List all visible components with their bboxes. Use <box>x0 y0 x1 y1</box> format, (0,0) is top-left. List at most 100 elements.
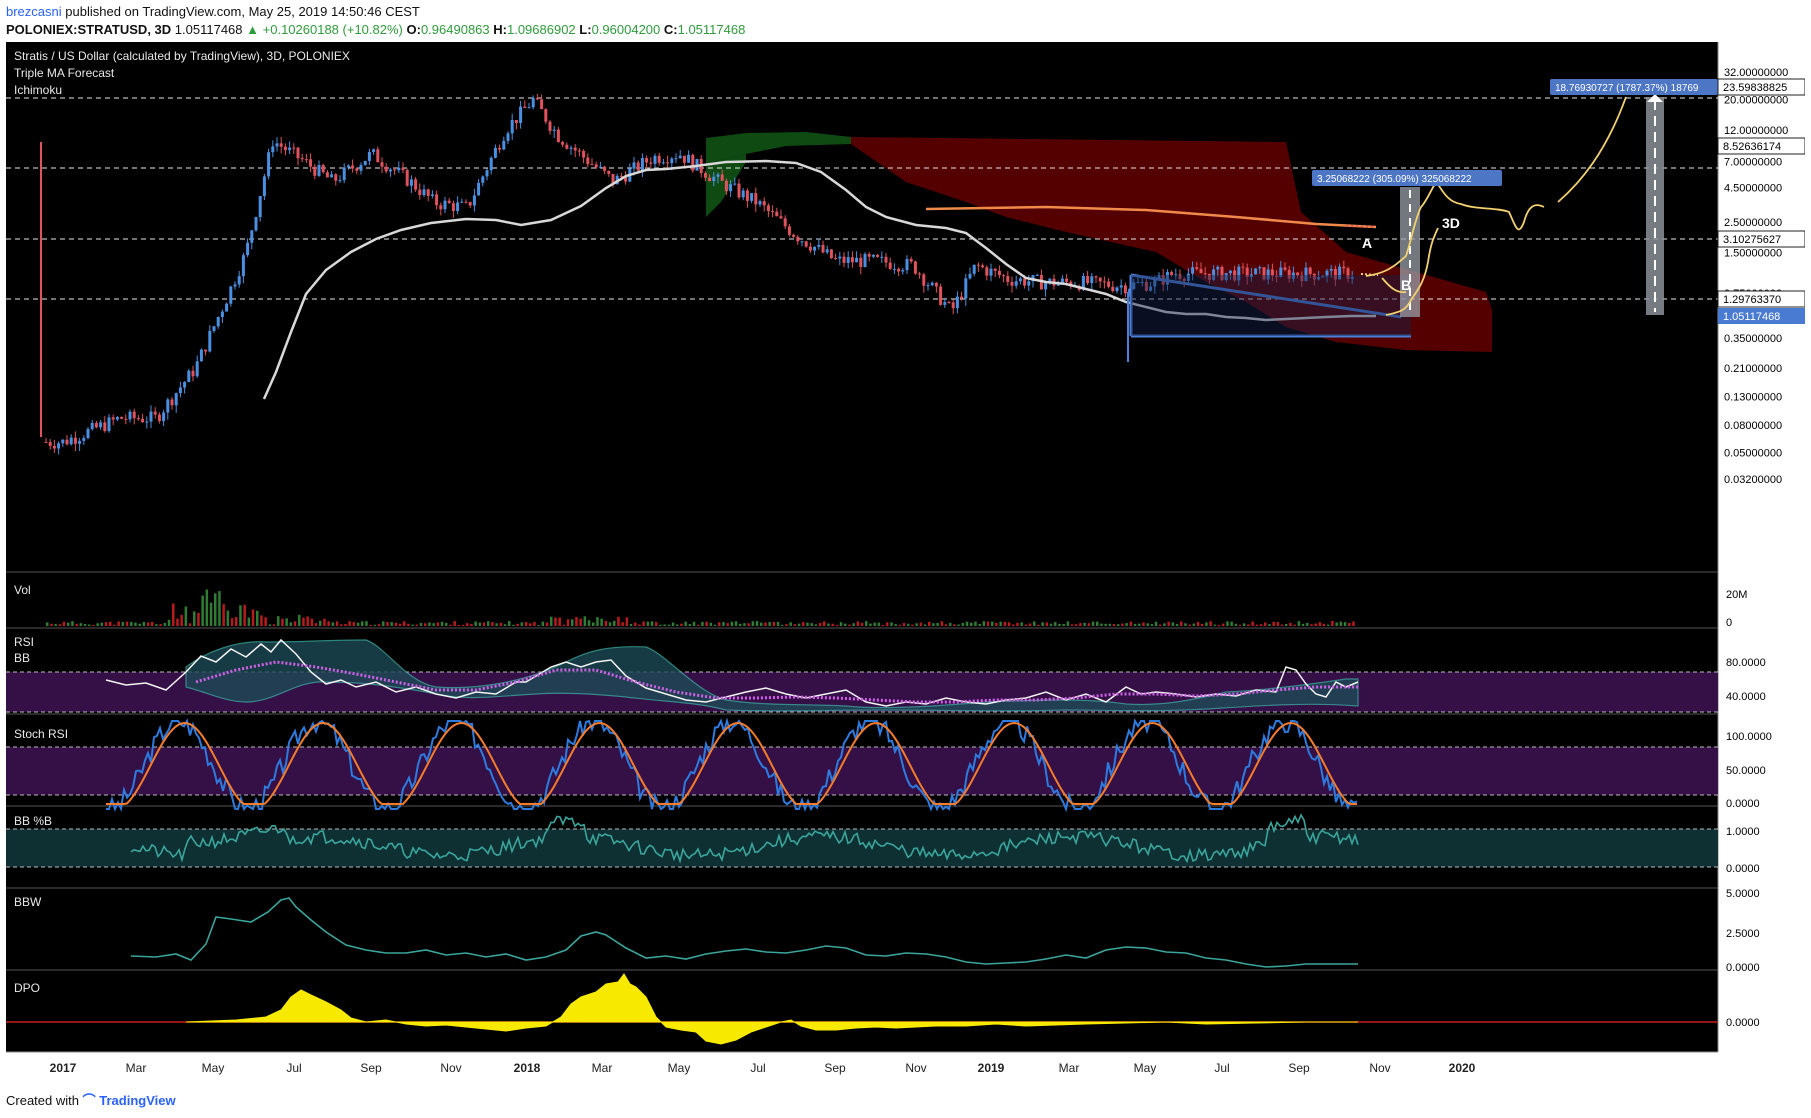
candle-body <box>1014 281 1018 286</box>
volume-bar <box>1322 623 1326 626</box>
volume-bar <box>1213 624 1217 626</box>
volume-bar <box>298 614 301 626</box>
measure-tooltip-small[interactable] <box>1312 170 1502 186</box>
volume-bar <box>50 623 53 626</box>
volume-bar <box>58 624 62 626</box>
volume-bar <box>768 622 771 626</box>
volume-bar <box>335 621 339 626</box>
volume-bar <box>541 621 545 626</box>
volume-bar <box>520 622 524 626</box>
price-tick-label: 0.03200000 <box>1724 474 1782 486</box>
candle-body <box>166 399 170 413</box>
volume-bar <box>684 621 687 626</box>
volume-bar <box>125 621 129 626</box>
candle-body <box>926 285 930 287</box>
volume-bar <box>1289 622 1292 626</box>
volume-bar <box>407 623 410 626</box>
volume-bar <box>365 621 368 626</box>
candle-body <box>149 411 153 422</box>
price-axis[interactable] <box>1718 42 1805 1052</box>
candle-body <box>187 370 191 383</box>
volume-bar <box>1226 621 1229 626</box>
candle-body <box>1224 273 1228 281</box>
volume-bar <box>411 624 414 626</box>
candle-body <box>367 151 371 161</box>
volume-bar <box>1142 622 1145 626</box>
publisher-name[interactable]: brezcasni <box>6 4 62 19</box>
candle-body <box>531 97 535 108</box>
candle-body <box>141 418 145 423</box>
price-tick-label: 12.00000000 <box>1724 125 1788 137</box>
volume-bar <box>390 622 393 626</box>
candle-body <box>1195 267 1199 269</box>
candle-body <box>380 162 384 167</box>
candle-body <box>489 157 493 171</box>
candle-body <box>199 349 203 362</box>
candle-body <box>296 147 300 159</box>
chart-canvas[interactable]: Stratis / US Dollar (calculated by Tradi… <box>6 42 1805 1087</box>
volume-bar <box>692 621 696 626</box>
study-ichimoku[interactable]: Ichimoku <box>14 83 62 97</box>
volume-bar <box>172 603 175 626</box>
candle-body <box>1262 267 1266 280</box>
volume-bar <box>671 622 675 626</box>
candle-body <box>1266 269 1270 280</box>
candle-body <box>1086 275 1090 284</box>
candle-body <box>796 236 800 242</box>
volume-bar <box>1192 623 1196 626</box>
candle-body <box>1212 269 1216 280</box>
candle-body <box>947 302 951 304</box>
volume-bar <box>604 620 608 626</box>
volume-bar <box>751 621 755 626</box>
low-value: 0.96004200 <box>591 22 661 37</box>
candle-body <box>821 244 825 253</box>
volume-bar <box>1033 621 1036 626</box>
candle-body <box>964 278 968 299</box>
candle-body <box>645 158 649 163</box>
candle-body <box>225 303 229 312</box>
candle-body <box>325 172 329 178</box>
volume-bar <box>1096 621 1099 626</box>
bbpb-tick-1: 1.0000 <box>1726 826 1760 838</box>
candle-body <box>535 97 539 100</box>
volume-bar <box>331 622 335 626</box>
volume-bar <box>352 622 356 626</box>
candle-body <box>157 414 161 421</box>
volume-bar <box>1163 623 1166 626</box>
triangle-pattern[interactable] <box>1129 273 1411 338</box>
time-axis[interactable] <box>6 1052 1805 1087</box>
tradingview-brand[interactable]: TradingView <box>99 1093 176 1108</box>
measure-tooltip-large[interactable] <box>1550 79 1718 95</box>
candle-body <box>661 162 665 164</box>
candle-body <box>111 417 115 420</box>
volume-bar <box>1318 622 1322 626</box>
volume-bar <box>587 620 591 626</box>
candle-body <box>792 234 796 237</box>
candle-body <box>934 282 938 287</box>
high-label: H: <box>493 22 507 37</box>
volume-bar <box>176 618 179 626</box>
volume-bar <box>151 622 154 626</box>
volume-bar <box>566 619 570 626</box>
time-tick-label: May <box>202 1061 225 1075</box>
volume-bar <box>281 618 284 626</box>
volume-bar <box>155 624 158 626</box>
candle-body <box>691 154 695 171</box>
candle-body <box>745 190 749 201</box>
volume-bar <box>453 621 456 626</box>
candle-body <box>989 268 993 276</box>
time-tick-label: Jul <box>750 1061 765 1075</box>
volume-bar <box>398 623 402 626</box>
candle-body <box>107 417 111 432</box>
candle-body <box>384 166 388 172</box>
volume-bar <box>314 623 318 626</box>
candle-body <box>653 155 657 164</box>
volume-bar <box>1121 623 1124 626</box>
moving-average-line <box>262 159 1376 400</box>
bbw-tick-5: 5.0000 <box>1726 888 1760 900</box>
volume-bar <box>1024 624 1028 626</box>
candle-body <box>930 282 934 286</box>
volume-bar <box>806 622 809 626</box>
study-triple-ma[interactable]: Triple MA Forecast <box>14 66 115 80</box>
candle-body <box>86 429 90 439</box>
